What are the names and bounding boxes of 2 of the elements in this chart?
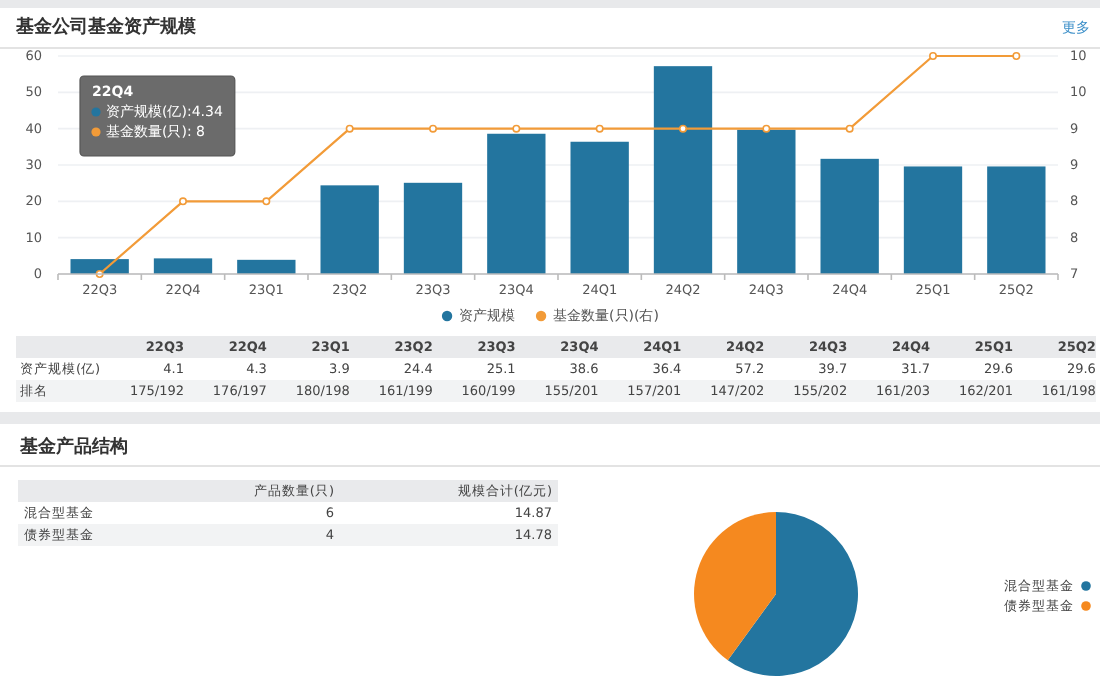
chart-title: 基金公司基金资产规模 [14, 16, 198, 38]
text: 基金产品结构 [18, 436, 128, 458]
